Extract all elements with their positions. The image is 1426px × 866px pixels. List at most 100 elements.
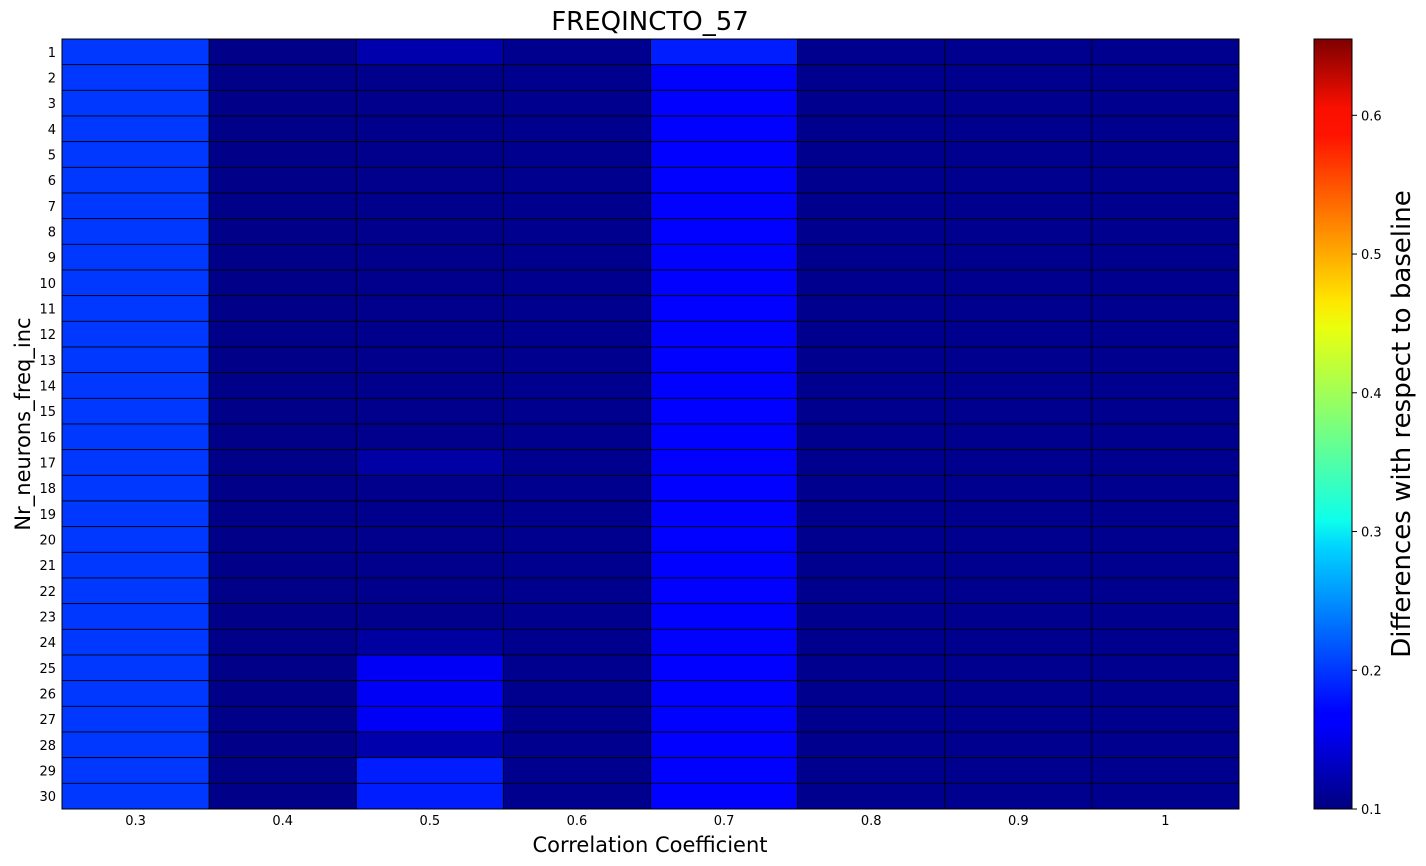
x-axis-ticks: 0.3 0.4 0.5 0.6 0.7 0.8 0.9 1 bbox=[125, 814, 1169, 829]
heatmap-cell bbox=[1091, 320, 1240, 348]
y-tick-label: 11 bbox=[39, 303, 56, 318]
heatmap-cell bbox=[1091, 654, 1240, 682]
heatmap-cell bbox=[797, 500, 946, 528]
heatmap-cell bbox=[208, 757, 357, 784]
heatmap-cell bbox=[208, 166, 357, 194]
y-tick-label: 13 bbox=[39, 354, 56, 369]
heatmap-cell bbox=[1091, 449, 1240, 476]
heatmap-cell bbox=[797, 782, 946, 810]
heatmap-cell bbox=[502, 38, 651, 66]
heatmap-cell bbox=[797, 320, 946, 348]
y-tick-label: 20 bbox=[39, 534, 56, 549]
heatmap-cell bbox=[61, 269, 210, 297]
heatmap-cell bbox=[61, 731, 210, 759]
colorbar-tick-label: 0.1 bbox=[1361, 803, 1382, 818]
heatmap-cell bbox=[797, 449, 946, 476]
heatmap-cell bbox=[650, 449, 799, 476]
heatmap-cell bbox=[650, 757, 799, 784]
heatmap-cell bbox=[797, 397, 946, 425]
heatmap-cell bbox=[502, 680, 651, 707]
heatmap-cell bbox=[650, 346, 799, 374]
heatmap-cell bbox=[502, 449, 651, 476]
colorbar bbox=[1313, 38, 1353, 810]
heatmap-cell bbox=[502, 166, 651, 194]
heatmap-cell bbox=[650, 218, 799, 245]
y-tick-label: 4 bbox=[48, 123, 56, 138]
heatmap-cell bbox=[61, 346, 210, 374]
heatmap-cell bbox=[1091, 526, 1240, 553]
heatmap-cell bbox=[650, 680, 799, 707]
heatmap-cell bbox=[355, 89, 504, 117]
x-tick-label: 0.8 bbox=[861, 814, 882, 829]
heatmap-cell bbox=[61, 295, 210, 322]
heatmap-cell bbox=[944, 423, 1093, 451]
heatmap-cell bbox=[797, 346, 946, 374]
heatmap-cell bbox=[502, 654, 651, 682]
heatmap-cell bbox=[208, 89, 357, 117]
heatmap-cell bbox=[1091, 115, 1240, 143]
y-tick-label: 6 bbox=[48, 174, 56, 189]
heatmap-cell bbox=[355, 269, 504, 297]
heatmap-cell bbox=[502, 526, 651, 553]
heatmap-cell bbox=[208, 192, 357, 220]
heatmap-cell bbox=[1091, 474, 1240, 502]
heatmap-cell bbox=[355, 474, 504, 502]
heatmap-cell bbox=[355, 757, 504, 784]
heatmap-cell bbox=[61, 757, 210, 784]
heatmap-cell bbox=[650, 577, 799, 605]
heatmap-cell bbox=[355, 782, 504, 810]
heatmap-cell bbox=[502, 115, 651, 143]
heatmap-cell bbox=[208, 218, 357, 245]
heatmap-cell bbox=[208, 628, 357, 656]
heatmap-cell bbox=[502, 64, 651, 91]
heatmap-cell bbox=[650, 38, 799, 66]
y-tick-label: 14 bbox=[39, 380, 56, 395]
heatmap-cell bbox=[502, 346, 651, 374]
y-tick-label: 18 bbox=[39, 482, 56, 497]
heatmap-cell bbox=[944, 680, 1093, 707]
heatmap-cell bbox=[355, 680, 504, 707]
heatmap-cell bbox=[208, 731, 357, 759]
heatmap-cell bbox=[502, 500, 651, 528]
heatmap-cell bbox=[355, 449, 504, 476]
heatmap-cell bbox=[1091, 397, 1240, 425]
heatmap-cell bbox=[61, 397, 210, 425]
x-tick-label: 0.6 bbox=[567, 814, 588, 829]
heatmap-cell bbox=[208, 38, 357, 66]
heatmap-cell bbox=[355, 141, 504, 168]
heatmap-cell bbox=[355, 243, 504, 271]
y-axis-label: Nr_neurons_freq_inc bbox=[11, 317, 36, 530]
heatmap-cell bbox=[208, 397, 357, 425]
heatmap-cell bbox=[650, 423, 799, 451]
heatmap-cell bbox=[355, 577, 504, 605]
colorbar-tick-label: 0.4 bbox=[1361, 387, 1382, 402]
heatmap-cell bbox=[208, 474, 357, 502]
heatmap-cell bbox=[1091, 295, 1240, 322]
heatmap-cell bbox=[797, 526, 946, 553]
heatmap-cell bbox=[502, 782, 651, 810]
heatmap-cell bbox=[797, 577, 946, 605]
heatmap-cell bbox=[797, 474, 946, 502]
heatmap-cell bbox=[650, 269, 799, 297]
heatmap-cell bbox=[61, 577, 210, 605]
heatmap-cell bbox=[1091, 166, 1240, 194]
y-tick-label: 25 bbox=[39, 662, 56, 677]
heatmap-cell bbox=[355, 551, 504, 579]
heatmap-cell bbox=[944, 320, 1093, 348]
heatmap-cell bbox=[208, 654, 357, 682]
heatmap-cell bbox=[797, 141, 946, 168]
heatmap-cell bbox=[502, 89, 651, 117]
heatmap-cell bbox=[944, 500, 1093, 528]
heatmap-cell bbox=[650, 192, 799, 220]
heatmap-cell bbox=[944, 64, 1093, 91]
heatmap-cell bbox=[944, 474, 1093, 502]
heatmap-cell bbox=[355, 115, 504, 143]
heatmap-cell bbox=[650, 500, 799, 528]
heatmap-cell bbox=[797, 89, 946, 117]
heatmap-cell bbox=[61, 680, 210, 707]
y-tick-label: 3 bbox=[48, 97, 56, 112]
colorbar-label: Differences with respect to baseline bbox=[1387, 190, 1417, 657]
heatmap-cell bbox=[61, 423, 210, 451]
heatmap-cell bbox=[355, 423, 504, 451]
y-tick-label: 15 bbox=[39, 405, 56, 420]
